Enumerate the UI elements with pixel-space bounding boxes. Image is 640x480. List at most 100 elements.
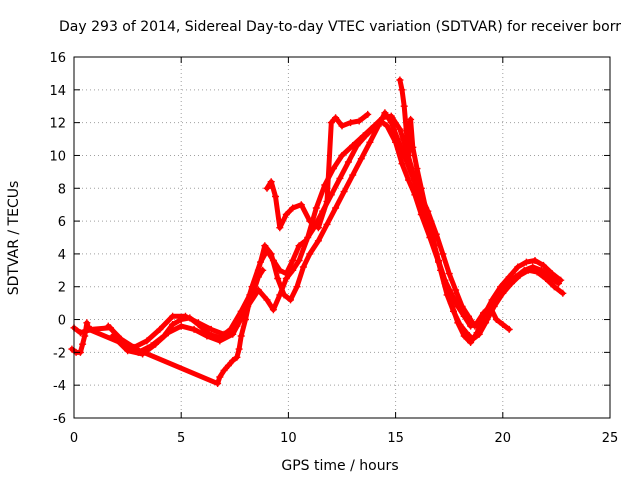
data-point-plus	[531, 257, 539, 264]
data-point-plus	[276, 266, 284, 274]
data-point-plus	[435, 257, 442, 264]
data-point-plus	[426, 220, 434, 228]
data-point-plus	[229, 357, 237, 365]
data-point-plus	[263, 247, 271, 255]
x-tick-label: 25	[602, 431, 619, 446]
data-point-plus	[439, 250, 447, 258]
data-point-plus	[398, 160, 406, 168]
data-point-plus	[344, 158, 352, 166]
data-point-plus	[454, 302, 462, 310]
data-point-plus	[269, 257, 277, 264]
y-tick-label: 2	[58, 281, 66, 296]
y-tick-label: -6	[53, 412, 66, 427]
grid-layer	[74, 57, 610, 418]
series-track-e-trail	[397, 77, 512, 332]
data-point-plus	[537, 266, 545, 274]
data-point-plus	[194, 319, 202, 327]
data-point-plus	[83, 319, 91, 327]
data-point-plus	[297, 201, 305, 209]
x-tick-label: 15	[387, 431, 404, 446]
data-point-plus	[190, 325, 198, 333]
data-point-plus	[293, 283, 301, 291]
data-point-plus	[79, 340, 87, 348]
data-point-plus	[409, 143, 417, 151]
data-point-plus	[405, 176, 412, 184]
data-point-plus	[156, 325, 164, 333]
data-point-plus	[405, 152, 412, 159]
data-point-plus	[396, 125, 404, 133]
data-point-plus	[242, 316, 249, 323]
data-point-plus	[143, 337, 151, 345]
data-point-plus	[512, 273, 520, 281]
data-point-plus	[445, 270, 453, 278]
data-point-plus	[269, 306, 277, 314]
data-point-plus	[85, 325, 93, 333]
data-point-plus	[263, 296, 271, 304]
data-point-plus	[214, 380, 222, 387]
series-layer	[68, 76, 567, 387]
data-point-plus	[460, 312, 468, 320]
data-point-plus	[332, 114, 340, 122]
data-point-plus	[486, 302, 494, 310]
data-point-plus	[364, 110, 372, 118]
data-point-plus	[295, 257, 303, 264]
x-tick-label: 10	[280, 431, 297, 446]
y-tick-label: -4	[53, 379, 66, 394]
data-point-plus	[203, 332, 211, 340]
data-point-plus	[287, 296, 294, 304]
y-tick-label: 10	[49, 149, 66, 164]
data-point-plus	[473, 319, 481, 327]
data-point-plus	[182, 312, 189, 320]
series-track-a-trail	[71, 110, 566, 355]
y-tick-label: 16	[49, 51, 66, 66]
data-point-plus	[336, 174, 344, 182]
data-point-plus	[430, 240, 438, 248]
y-tick-label: -2	[53, 346, 66, 361]
data-point-plus	[349, 171, 357, 179]
data-point-plus	[267, 178, 275, 186]
plot-frame	[73, 56, 611, 419]
data-point-plus	[254, 273, 262, 281]
data-point-plus	[340, 188, 348, 196]
data-point-plus	[272, 193, 279, 200]
data-point-plus	[332, 204, 340, 212]
data-point-plus	[417, 211, 425, 218]
data-point-plus	[503, 279, 511, 287]
data-point-plus	[327, 119, 335, 127]
data-point-plus	[224, 362, 232, 369]
data-point-plus	[312, 204, 320, 212]
data-point-plus	[520, 266, 528, 274]
data-point-plus	[229, 330, 237, 338]
data-point-plus	[216, 337, 224, 345]
data-point-plus	[306, 217, 314, 225]
data-point-plus	[338, 152, 346, 159]
data-point-plus	[276, 291, 284, 299]
data-point-plus	[323, 197, 331, 205]
data-point-plus	[220, 330, 228, 338]
data-point-plus	[323, 220, 331, 228]
data-point-plus	[81, 332, 89, 340]
data-point-plus	[422, 204, 430, 212]
data-point-plus	[259, 266, 267, 274]
data-point-plus	[409, 168, 417, 176]
data-point-plus	[233, 322, 241, 330]
data-point-plus	[124, 347, 132, 355]
data-point-plus	[407, 115, 415, 123]
data-point-plus	[274, 275, 282, 282]
data-point-plus	[559, 289, 567, 297]
data-point-plus	[529, 263, 537, 271]
data-point-plus	[257, 258, 264, 266]
data-point-plus	[282, 275, 290, 282]
data-point-plus	[289, 257, 297, 264]
tick-layer: 0 5 10 15 20 25 -6 -4 -2 0 2 4 6 8 10 12 14 16	[49, 51, 618, 446]
data-point-plus	[347, 119, 355, 127]
data-point-plus	[396, 76, 404, 84]
data-point-plus	[546, 273, 554, 281]
data-point-plus	[514, 263, 522, 271]
data-point-plus	[499, 321, 507, 328]
data-point-plus	[216, 373, 224, 381]
data-point-plus	[299, 263, 307, 271]
data-point-plus	[550, 283, 558, 291]
data-point-plus	[289, 266, 297, 274]
data-point-plus	[261, 242, 269, 250]
